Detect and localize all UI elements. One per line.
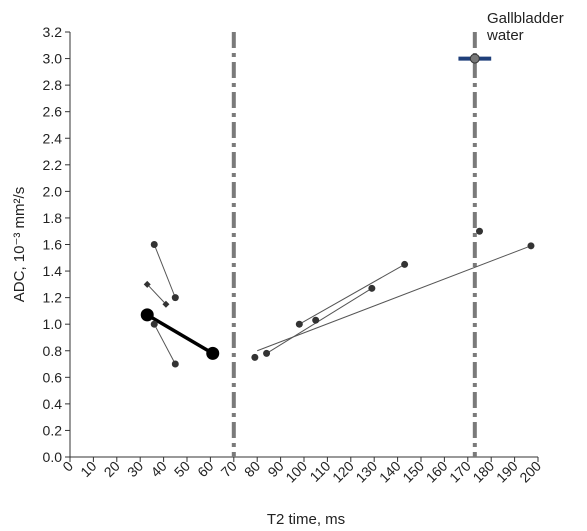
data-point <box>162 300 170 308</box>
annotation-label: Gallbladder water <box>486 10 564 44</box>
y-tick-label: 0.6 <box>43 369 63 385</box>
x-tick-label: 80 <box>241 458 263 480</box>
data-point <box>312 316 320 324</box>
data-point <box>150 241 158 248</box>
x-tick-label: 0 <box>59 458 76 475</box>
x-tick-label: 180 <box>469 458 497 486</box>
series-line <box>257 245 532 352</box>
data-point <box>368 284 376 292</box>
reference-point <box>469 53 480 64</box>
data-point <box>171 360 179 368</box>
y-tick-label: 1.6 <box>43 237 63 253</box>
x-tick-label: 30 <box>124 458 146 480</box>
y-tick-label: 1.4 <box>43 263 63 279</box>
y-tick-label: 1.2 <box>43 290 63 306</box>
x-tick-label: 20 <box>101 458 123 480</box>
series-line <box>153 323 176 365</box>
y-tick-label: 2.2 <box>43 157 63 173</box>
y-tick-label: 1.8 <box>43 210 63 226</box>
series-line <box>153 244 176 298</box>
x-tick-label: 160 <box>423 458 451 486</box>
x-axis-title: T2 time, ms <box>267 511 345 528</box>
y-tick-label: 0.8 <box>43 343 63 359</box>
x-tick-label: 110 <box>306 458 333 485</box>
y-tick-label: 1.0 <box>43 316 63 332</box>
x-tick-label: 60 <box>194 458 216 480</box>
series-line <box>266 287 373 354</box>
x-tick-label: 140 <box>376 458 404 486</box>
x-tick-label: 100 <box>282 458 310 486</box>
data-point <box>143 280 151 288</box>
data-point <box>527 242 535 250</box>
x-tick-label: 150 <box>399 458 427 486</box>
data-point <box>150 320 158 328</box>
y-tick-label: 2.0 <box>43 183 63 199</box>
y-tick-label: 0.4 <box>43 396 63 412</box>
data-point <box>295 320 303 328</box>
data-point <box>251 353 259 361</box>
data-point <box>171 294 179 302</box>
x-tick-label: 50 <box>171 458 193 480</box>
series-line <box>146 284 167 305</box>
y-tick-label: 0.2 <box>43 422 63 438</box>
data-point <box>401 260 409 268</box>
data-point <box>140 308 154 322</box>
y-tick-label: 2.4 <box>43 130 63 146</box>
x-tick-label: 40 <box>147 458 169 480</box>
y-tick-label: 3.0 <box>43 51 63 67</box>
x-tick-label: 10 <box>77 458 99 480</box>
y-tick-label: 2.6 <box>43 104 63 120</box>
data-point <box>206 346 220 360</box>
x-tick-label: 130 <box>352 458 380 486</box>
data-point <box>476 227 483 235</box>
x-tick-label: 190 <box>493 458 521 486</box>
data-point <box>263 349 271 357</box>
y-tick-label: 0.0 <box>43 449 63 465</box>
x-tick-label: 200 <box>516 458 544 486</box>
y-axis-title: ADC, 10⁻³ mm²/s <box>11 187 28 302</box>
x-tick-label: 170 <box>446 458 474 486</box>
x-tick-label: 70 <box>218 458 240 480</box>
y-tick-label: 2.8 <box>43 77 63 93</box>
y-tick-label: 3.2 <box>43 24 63 40</box>
series-line <box>146 313 214 355</box>
series-line <box>299 263 405 325</box>
x-tick-label: 120 <box>329 458 357 486</box>
